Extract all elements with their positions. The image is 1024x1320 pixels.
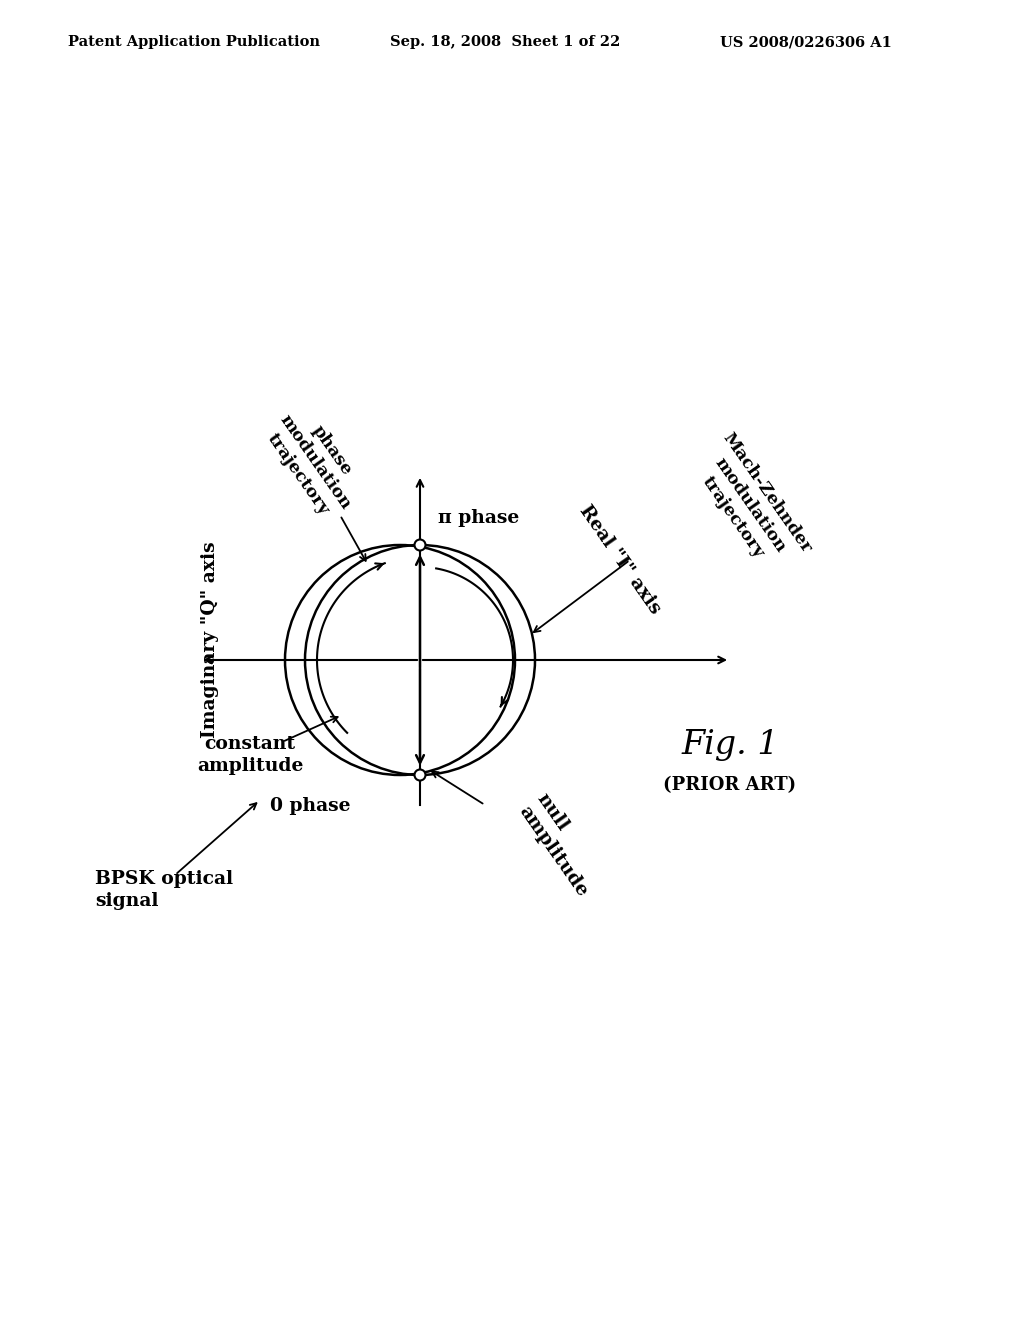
Text: null
amplitude: null amplitude <box>515 789 609 900</box>
Text: Patent Application Publication: Patent Application Publication <box>68 36 319 49</box>
Text: π phase: π phase <box>438 510 519 527</box>
Circle shape <box>415 770 426 780</box>
Circle shape <box>415 540 426 550</box>
Text: Sep. 18, 2008  Sheet 1 of 22: Sep. 18, 2008 Sheet 1 of 22 <box>390 36 621 49</box>
Text: 0 phase: 0 phase <box>269 797 350 814</box>
Text: Fig. 1: Fig. 1 <box>681 729 779 762</box>
Text: constant
amplitude: constant amplitude <box>197 735 303 775</box>
Text: Imaginary "Q" axis: Imaginary "Q" axis <box>201 541 219 738</box>
Text: phase
modulation
trajectory: phase modulation trajectory <box>259 400 371 524</box>
Text: BPSK optical
signal: BPSK optical signal <box>95 870 233 909</box>
Text: Mach-Zehnder
modulation
trajectory: Mach-Zehnder modulation trajectory <box>685 430 815 581</box>
Text: (PRIOR ART): (PRIOR ART) <box>664 776 797 795</box>
Text: US 2008/0226306 A1: US 2008/0226306 A1 <box>720 36 892 49</box>
Text: Real "I" axis: Real "I" axis <box>575 502 665 618</box>
